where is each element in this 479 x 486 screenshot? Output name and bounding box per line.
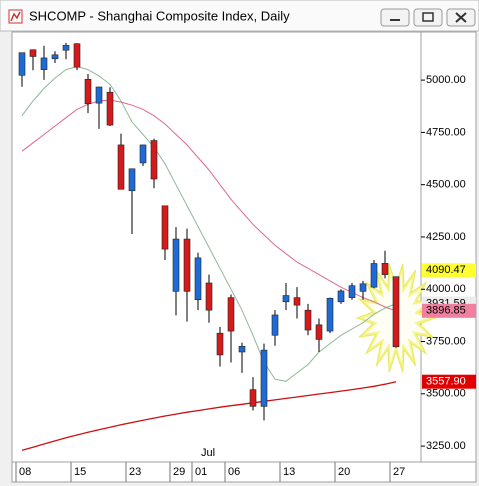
candle-body [271, 314, 279, 336]
candle-body [51, 54, 59, 60]
y-axis-area [420, 31, 477, 463]
x-tick-label: 01 [195, 466, 207, 478]
y-tick-label: 3250.00 [426, 440, 466, 452]
chart-title: SHCOMP - Shanghai Composite Index, Daily [29, 8, 290, 23]
candle-body [337, 290, 345, 303]
candle-body [326, 297, 334, 332]
y-tick-label: 3500.00 [426, 388, 466, 400]
candle-body [62, 45, 70, 51]
app-icon [8, 9, 23, 24]
y-tick-label: 4750.00 [426, 126, 466, 138]
candle-body [139, 144, 147, 164]
x-tick-label: 06 [228, 466, 240, 478]
value-marker [422, 263, 476, 278]
close-button[interactable] [446, 8, 476, 27]
x-tick-label: 15 [74, 466, 86, 478]
candle-body [106, 91, 114, 126]
candle-body [172, 238, 180, 292]
candle-body [359, 283, 367, 292]
candle-body [227, 297, 235, 332]
candle-body [238, 346, 246, 353]
x-tick-label: 20 [338, 466, 350, 478]
candle-body [216, 332, 224, 356]
value-marker [422, 303, 476, 318]
candle-body [370, 263, 378, 288]
y-tick-label: 4250.00 [426, 231, 466, 243]
moving-average-line [21, 381, 397, 451]
moving-average-line [21, 65, 397, 382]
x-axis-area [11, 461, 477, 483]
candle-body [194, 257, 202, 301]
candle-body [18, 52, 26, 76]
candle-body [392, 276, 400, 348]
candle-body [95, 86, 103, 104]
candle-body [117, 144, 125, 190]
candle-body [381, 263, 389, 275]
minimize-button[interactable] [380, 8, 410, 27]
candle-body [293, 297, 301, 306]
candle-body [84, 78, 92, 105]
candle-body [73, 43, 81, 68]
candle-body [161, 205, 169, 250]
y-tick-label: 4500.00 [426, 179, 466, 191]
candle-body [40, 57, 48, 70]
x-tick-label: 27 [393, 466, 405, 478]
restore-button[interactable] [413, 8, 443, 27]
value-marker-label: 4090.47 [426, 264, 466, 276]
y-tick-label: 3750.00 [426, 335, 466, 347]
moving-average-line [21, 99, 397, 312]
candle-body [128, 168, 136, 192]
candle-body [315, 324, 323, 340]
candle-body [282, 295, 290, 303]
month-label: Jul [201, 447, 215, 459]
candle-body [183, 238, 191, 292]
value-marker-label: 3896.85 [426, 305, 466, 317]
candle-body [29, 49, 37, 57]
candle-body [348, 285, 356, 298]
plot-area [11, 31, 422, 463]
y-tick-label: 5000.00 [426, 74, 466, 86]
y-tick-label: 4000.00 [426, 283, 466, 295]
candle-body [304, 309, 312, 331]
x-tick-label: 29 [173, 466, 185, 478]
x-tick-label: 08 [19, 466, 31, 478]
candle-body [205, 282, 213, 311]
x-tick-label: 23 [129, 466, 141, 478]
candle-body [249, 389, 257, 407]
value-marker-label: 3557.90 [426, 376, 466, 388]
candle-body [150, 140, 158, 180]
candle-body [260, 349, 268, 407]
value-marker [422, 374, 476, 389]
x-tick-label: 13 [283, 466, 295, 478]
